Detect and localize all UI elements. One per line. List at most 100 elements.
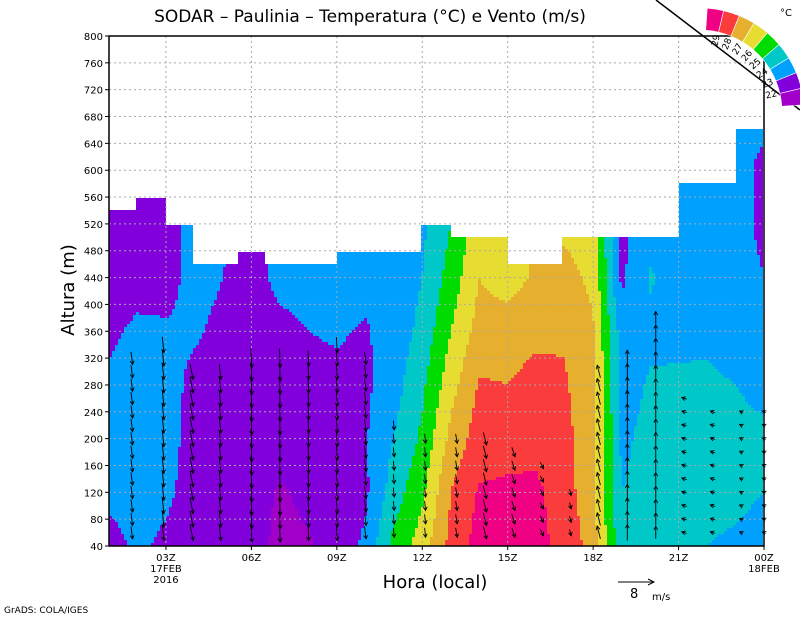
wind-arrow-head	[218, 388, 223, 394]
contour-cell	[109, 402, 181, 405]
contour-cell	[754, 183, 763, 186]
wind-arrow-shaft	[392, 487, 395, 498]
contour-cell	[433, 333, 451, 336]
y-tick-label: 600	[84, 166, 103, 177]
contour-cell	[604, 381, 610, 384]
contour-cell	[109, 405, 181, 408]
contour-cell	[595, 510, 604, 513]
contour-cell	[109, 489, 175, 492]
contour-cell	[595, 462, 604, 465]
contour-cell	[175, 486, 277, 489]
wind-arrow-shaft	[250, 415, 253, 435]
contour-cell	[109, 447, 178, 450]
contour-cell	[151, 543, 268, 546]
contour-cell	[391, 450, 415, 453]
wind-arrow-head	[653, 404, 659, 410]
contour-cell	[598, 246, 604, 249]
contour-cell	[376, 537, 391, 540]
contour-cell	[436, 408, 451, 411]
contour-cell	[109, 303, 175, 306]
contour-cell	[604, 387, 610, 390]
contour-cell	[619, 369, 649, 372]
x-tick-date: 18FEB	[748, 564, 780, 575]
contour-cell	[613, 513, 745, 516]
contour-cell	[109, 543, 127, 546]
wind-arrow-head	[391, 533, 397, 539]
contour-cell	[736, 141, 763, 144]
contour-cell	[571, 252, 598, 255]
contour-cell	[574, 477, 595, 480]
contour-cell	[568, 384, 595, 387]
contour-cell	[214, 300, 277, 303]
contour-cell	[577, 501, 595, 504]
contour-cell	[595, 423, 604, 426]
contour-cell	[613, 465, 622, 468]
grads-credit: GrADS: COLA/IGES	[4, 606, 88, 616]
wind-arrow	[568, 502, 573, 510]
wind-arrow-shaft	[335, 363, 338, 380]
contour-cell	[619, 426, 634, 429]
contour-cell	[595, 342, 601, 345]
contour-cell	[547, 531, 580, 534]
wind-arrow-head	[334, 496, 340, 502]
contour-cell	[181, 435, 367, 438]
contour-cell	[109, 267, 181, 270]
contour-cell	[364, 318, 367, 321]
contour-cell	[277, 300, 418, 303]
wind-arrow-head	[483, 454, 488, 460]
wind-arrow	[249, 523, 255, 543]
contour-cell	[406, 360, 430, 363]
contour-cell	[631, 447, 763, 450]
wind-arrow	[161, 457, 166, 475]
contour-cell	[427, 225, 451, 228]
contour-cell	[181, 225, 193, 228]
wind-arrow	[363, 512, 368, 527]
contour-cell	[607, 267, 613, 270]
contour-cell	[472, 414, 571, 417]
contour-cell	[613, 474, 622, 477]
contour-cell	[613, 246, 619, 249]
contour-cell	[520, 369, 565, 372]
contour-cell	[367, 471, 388, 474]
wind-arrow-shaft	[189, 376, 194, 393]
contour-cell	[109, 420, 181, 423]
wind-arrow-head	[595, 444, 601, 450]
contour-cell	[544, 486, 574, 489]
wind-arrow	[653, 377, 659, 392]
contour-cell	[580, 537, 598, 540]
contour-cell	[490, 378, 511, 381]
wind-arrow-head	[681, 463, 686, 468]
contour-cell	[622, 477, 625, 480]
contour-cell	[370, 339, 412, 342]
contour-cell	[604, 447, 613, 450]
wind-arrow-head	[422, 493, 428, 498]
wind-arrow-shaft	[130, 472, 134, 486]
wind-arrow-head	[391, 506, 397, 512]
contour-cell	[463, 456, 574, 459]
contour-cell	[628, 258, 760, 261]
contour-cell	[472, 420, 571, 423]
contour-cell	[541, 480, 574, 483]
contour-cell	[217, 297, 277, 300]
contour-cell	[619, 441, 631, 444]
contour-cell	[367, 492, 385, 495]
contour-cell	[736, 171, 754, 174]
contour-cell	[655, 279, 763, 282]
wind-arrow-shaft	[161, 363, 165, 380]
contour-cell	[421, 507, 436, 510]
wind-arrow-head	[129, 534, 135, 540]
wind-arrow-head	[277, 457, 283, 463]
contour-cell	[181, 240, 193, 243]
wind-arrow-shaft	[161, 336, 165, 353]
wind-arrow-shaft	[218, 403, 222, 420]
wind-arrow	[189, 403, 195, 421]
wind-arrow-head	[306, 442, 311, 448]
contour-cell	[463, 261, 508, 264]
wind-arrow-shaft	[250, 402, 253, 422]
wind-arrow-head	[363, 521, 368, 527]
contour-cell	[109, 288, 178, 291]
contour-cell	[598, 258, 607, 261]
contour-cell	[109, 381, 184, 384]
wind-arrow	[334, 377, 340, 394]
contour-cell	[613, 237, 619, 240]
